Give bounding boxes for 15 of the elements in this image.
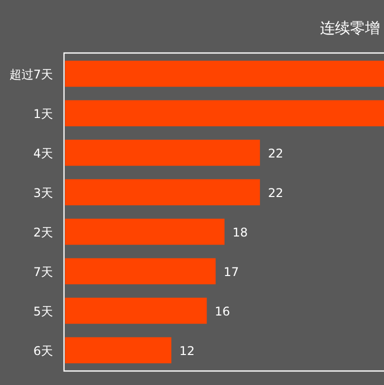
data-label: 22 xyxy=(268,146,284,160)
data-label: 18 xyxy=(232,225,248,240)
y-tick-label: 1天 xyxy=(33,106,53,121)
y-tick-label: 4天 xyxy=(33,146,53,160)
y-tick-label: 5天 xyxy=(33,304,53,318)
data-label: 16 xyxy=(214,304,230,318)
data-label: 17 xyxy=(224,264,239,279)
y-tick-label: 超过7天 xyxy=(9,67,53,82)
y-tick-label: 3天 xyxy=(33,186,53,200)
data-label: 12 xyxy=(179,344,195,358)
title: 连续零增 xyxy=(320,19,380,37)
data-label: 22 xyxy=(268,186,284,200)
y-tick-label: 7天 xyxy=(33,264,53,279)
y-tick-label: 6天 xyxy=(33,344,53,358)
y-tick-label: 2天 xyxy=(33,225,53,240)
